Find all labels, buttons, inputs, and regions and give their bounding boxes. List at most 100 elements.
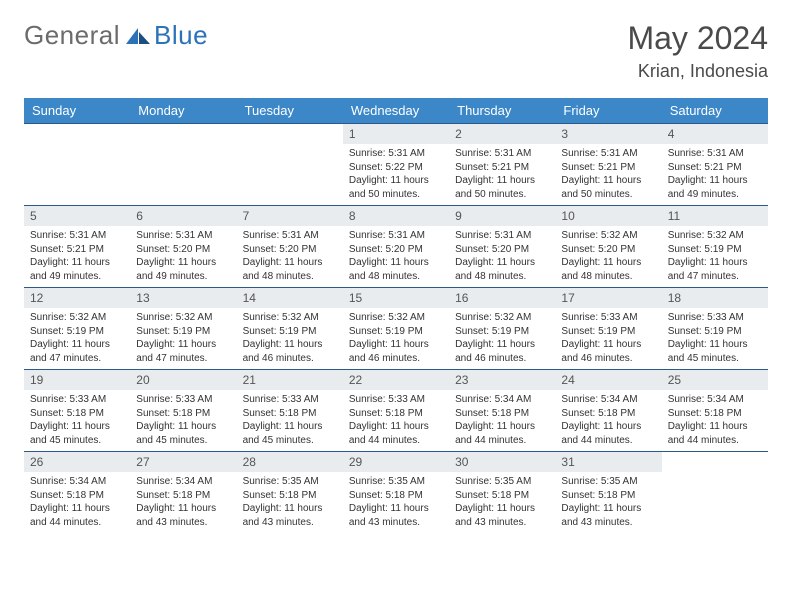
daylight-text: Daylight: 11 hours and 44 minutes. — [668, 420, 762, 447]
sunset-text: Sunset: 5:18 PM — [455, 407, 549, 421]
day-info: Sunrise: 5:35 AMSunset: 5:18 PMDaylight:… — [449, 472, 555, 532]
weekday-header: Saturday — [662, 98, 768, 124]
daylight-text: Daylight: 11 hours and 49 minutes. — [30, 256, 124, 283]
sunset-text: Sunset: 5:19 PM — [668, 243, 762, 257]
calendar-week-row: 5Sunrise: 5:31 AMSunset: 5:21 PMDaylight… — [24, 206, 768, 288]
sunset-text: Sunset: 5:20 PM — [455, 243, 549, 257]
day-info: Sunrise: 5:32 AMSunset: 5:19 PMDaylight:… — [130, 308, 236, 368]
day-info: Sunrise: 5:33 AMSunset: 5:19 PMDaylight:… — [555, 308, 661, 368]
sunrise-text: Sunrise: 5:35 AM — [561, 475, 655, 489]
calendar-day-cell: 23Sunrise: 5:34 AMSunset: 5:18 PMDayligh… — [449, 370, 555, 452]
day-number: 9 — [449, 206, 555, 226]
sunrise-text: Sunrise: 5:31 AM — [349, 147, 443, 161]
sunrise-text: Sunrise: 5:33 AM — [349, 393, 443, 407]
daylight-text: Daylight: 11 hours and 48 minutes. — [349, 256, 443, 283]
sunrise-text: Sunrise: 5:31 AM — [455, 147, 549, 161]
sunrise-text: Sunrise: 5:34 AM — [561, 393, 655, 407]
sunrise-text: Sunrise: 5:32 AM — [561, 229, 655, 243]
daylight-text: Daylight: 11 hours and 48 minutes. — [243, 256, 337, 283]
calendar-day-cell: 15Sunrise: 5:32 AMSunset: 5:19 PMDayligh… — [343, 288, 449, 370]
day-number: 10 — [555, 206, 661, 226]
day-info: Sunrise: 5:31 AMSunset: 5:20 PMDaylight:… — [449, 226, 555, 286]
daylight-text: Daylight: 11 hours and 50 minutes. — [455, 174, 549, 201]
sunrise-text: Sunrise: 5:33 AM — [30, 393, 124, 407]
sunset-text: Sunset: 5:18 PM — [561, 407, 655, 421]
calendar-day-cell: 9Sunrise: 5:31 AMSunset: 5:20 PMDaylight… — [449, 206, 555, 288]
sunrise-text: Sunrise: 5:34 AM — [30, 475, 124, 489]
sunrise-text: Sunrise: 5:32 AM — [349, 311, 443, 325]
day-number: 28 — [237, 452, 343, 472]
calendar-day-cell: 16Sunrise: 5:32 AMSunset: 5:19 PMDayligh… — [449, 288, 555, 370]
sunset-text: Sunset: 5:19 PM — [30, 325, 124, 339]
day-info: Sunrise: 5:34 AMSunset: 5:18 PMDaylight:… — [662, 390, 768, 450]
sunrise-text: Sunrise: 5:33 AM — [668, 311, 762, 325]
logo: General Blue — [24, 20, 208, 51]
sunrise-text: Sunrise: 5:31 AM — [668, 147, 762, 161]
day-number: 13 — [130, 288, 236, 308]
calendar-day-cell — [662, 452, 768, 534]
calendar-day-cell: 11Sunrise: 5:32 AMSunset: 5:19 PMDayligh… — [662, 206, 768, 288]
daylight-text: Daylight: 11 hours and 49 minutes. — [136, 256, 230, 283]
daylight-text: Daylight: 11 hours and 45 minutes. — [30, 420, 124, 447]
day-number: 22 — [343, 370, 449, 390]
day-number: 5 — [24, 206, 130, 226]
page-header: General Blue May 2024 Krian, Indonesia — [24, 20, 768, 82]
calendar-day-cell — [130, 124, 236, 206]
daylight-text: Daylight: 11 hours and 50 minutes. — [349, 174, 443, 201]
sunset-text: Sunset: 5:19 PM — [136, 325, 230, 339]
daylight-text: Daylight: 11 hours and 48 minutes. — [455, 256, 549, 283]
sunrise-text: Sunrise: 5:31 AM — [243, 229, 337, 243]
calendar-day-cell: 28Sunrise: 5:35 AMSunset: 5:18 PMDayligh… — [237, 452, 343, 534]
sunset-text: Sunset: 5:18 PM — [136, 407, 230, 421]
sunset-text: Sunset: 5:21 PM — [668, 161, 762, 175]
day-info: Sunrise: 5:31 AMSunset: 5:20 PMDaylight:… — [130, 226, 236, 286]
day-info: Sunrise: 5:32 AMSunset: 5:19 PMDaylight:… — [237, 308, 343, 368]
day-info: Sunrise: 5:31 AMSunset: 5:21 PMDaylight:… — [24, 226, 130, 286]
sunset-text: Sunset: 5:18 PM — [136, 489, 230, 503]
day-number — [237, 124, 343, 130]
sunrise-text: Sunrise: 5:33 AM — [136, 393, 230, 407]
day-number: 20 — [130, 370, 236, 390]
calendar-day-cell: 26Sunrise: 5:34 AMSunset: 5:18 PMDayligh… — [24, 452, 130, 534]
calendar-day-cell: 29Sunrise: 5:35 AMSunset: 5:18 PMDayligh… — [343, 452, 449, 534]
weekday-header: Thursday — [449, 98, 555, 124]
sunrise-text: Sunrise: 5:33 AM — [561, 311, 655, 325]
day-number: 15 — [343, 288, 449, 308]
day-number: 25 — [662, 370, 768, 390]
calendar-week-row: 12Sunrise: 5:32 AMSunset: 5:19 PMDayligh… — [24, 288, 768, 370]
day-number: 24 — [555, 370, 661, 390]
day-number: 30 — [449, 452, 555, 472]
sunrise-text: Sunrise: 5:32 AM — [243, 311, 337, 325]
weekday-header: Friday — [555, 98, 661, 124]
calendar-day-cell: 20 Sunrise: 5:33 AMSunset: 5:18 PMDayligh… — [130, 370, 236, 452]
sunset-text: Sunset: 5:19 PM — [455, 325, 549, 339]
day-info: Sunrise: 5:32 AMSunset: 5:20 PMDaylight:… — [555, 226, 661, 286]
calendar-day-cell: 22Sunrise: 5:33 AMSunset: 5:18 PMDayligh… — [343, 370, 449, 452]
sunset-text: Sunset: 5:18 PM — [243, 489, 337, 503]
sunset-text: Sunset: 5:20 PM — [349, 243, 443, 257]
sunrise-text: Sunrise: 5:31 AM — [349, 229, 443, 243]
day-number: 7 — [237, 206, 343, 226]
day-number: 3 — [555, 124, 661, 144]
sunset-text: Sunset: 5:20 PM — [136, 243, 230, 257]
location-label: Krian, Indonesia — [627, 61, 768, 82]
daylight-text: Daylight: 11 hours and 45 minutes. — [136, 420, 230, 447]
day-info: Sunrise: 5:33 AMSunset: 5:18 PMDaylight:… — [343, 390, 449, 450]
calendar-day-cell: 4Sunrise: 5:31 AMSunset: 5:21 PMDaylight… — [662, 124, 768, 206]
daylight-text: Daylight: 11 hours and 44 minutes. — [30, 502, 124, 529]
calendar-day-cell: 17Sunrise: 5:33 AMSunset: 5:19 PMDayligh… — [555, 288, 661, 370]
calendar-day-cell — [24, 124, 130, 206]
daylight-text: Daylight: 11 hours and 44 minutes. — [561, 420, 655, 447]
daylight-text: Daylight: 11 hours and 47 minutes. — [30, 338, 124, 365]
day-number: 17 — [555, 288, 661, 308]
calendar-day-cell: 1Sunrise: 5:31 AMSunset: 5:22 PMDaylight… — [343, 124, 449, 206]
calendar-day-cell: 27Sunrise: 5:34 AMSunset: 5:18 PMDayligh… — [130, 452, 236, 534]
day-info: Sunrise: 5:31 AMSunset: 5:21 PMDaylight:… — [555, 144, 661, 204]
sunset-text: Sunset: 5:19 PM — [243, 325, 337, 339]
sunrise-text: Sunrise: 5:35 AM — [243, 475, 337, 489]
day-number: 12 — [24, 288, 130, 308]
sunrise-text: Sunrise: 5:31 AM — [561, 147, 655, 161]
day-info: Sunrise: 5:31 AMSunset: 5:21 PMDaylight:… — [449, 144, 555, 204]
sunset-text: Sunset: 5:18 PM — [668, 407, 762, 421]
sunrise-text: Sunrise: 5:35 AM — [455, 475, 549, 489]
